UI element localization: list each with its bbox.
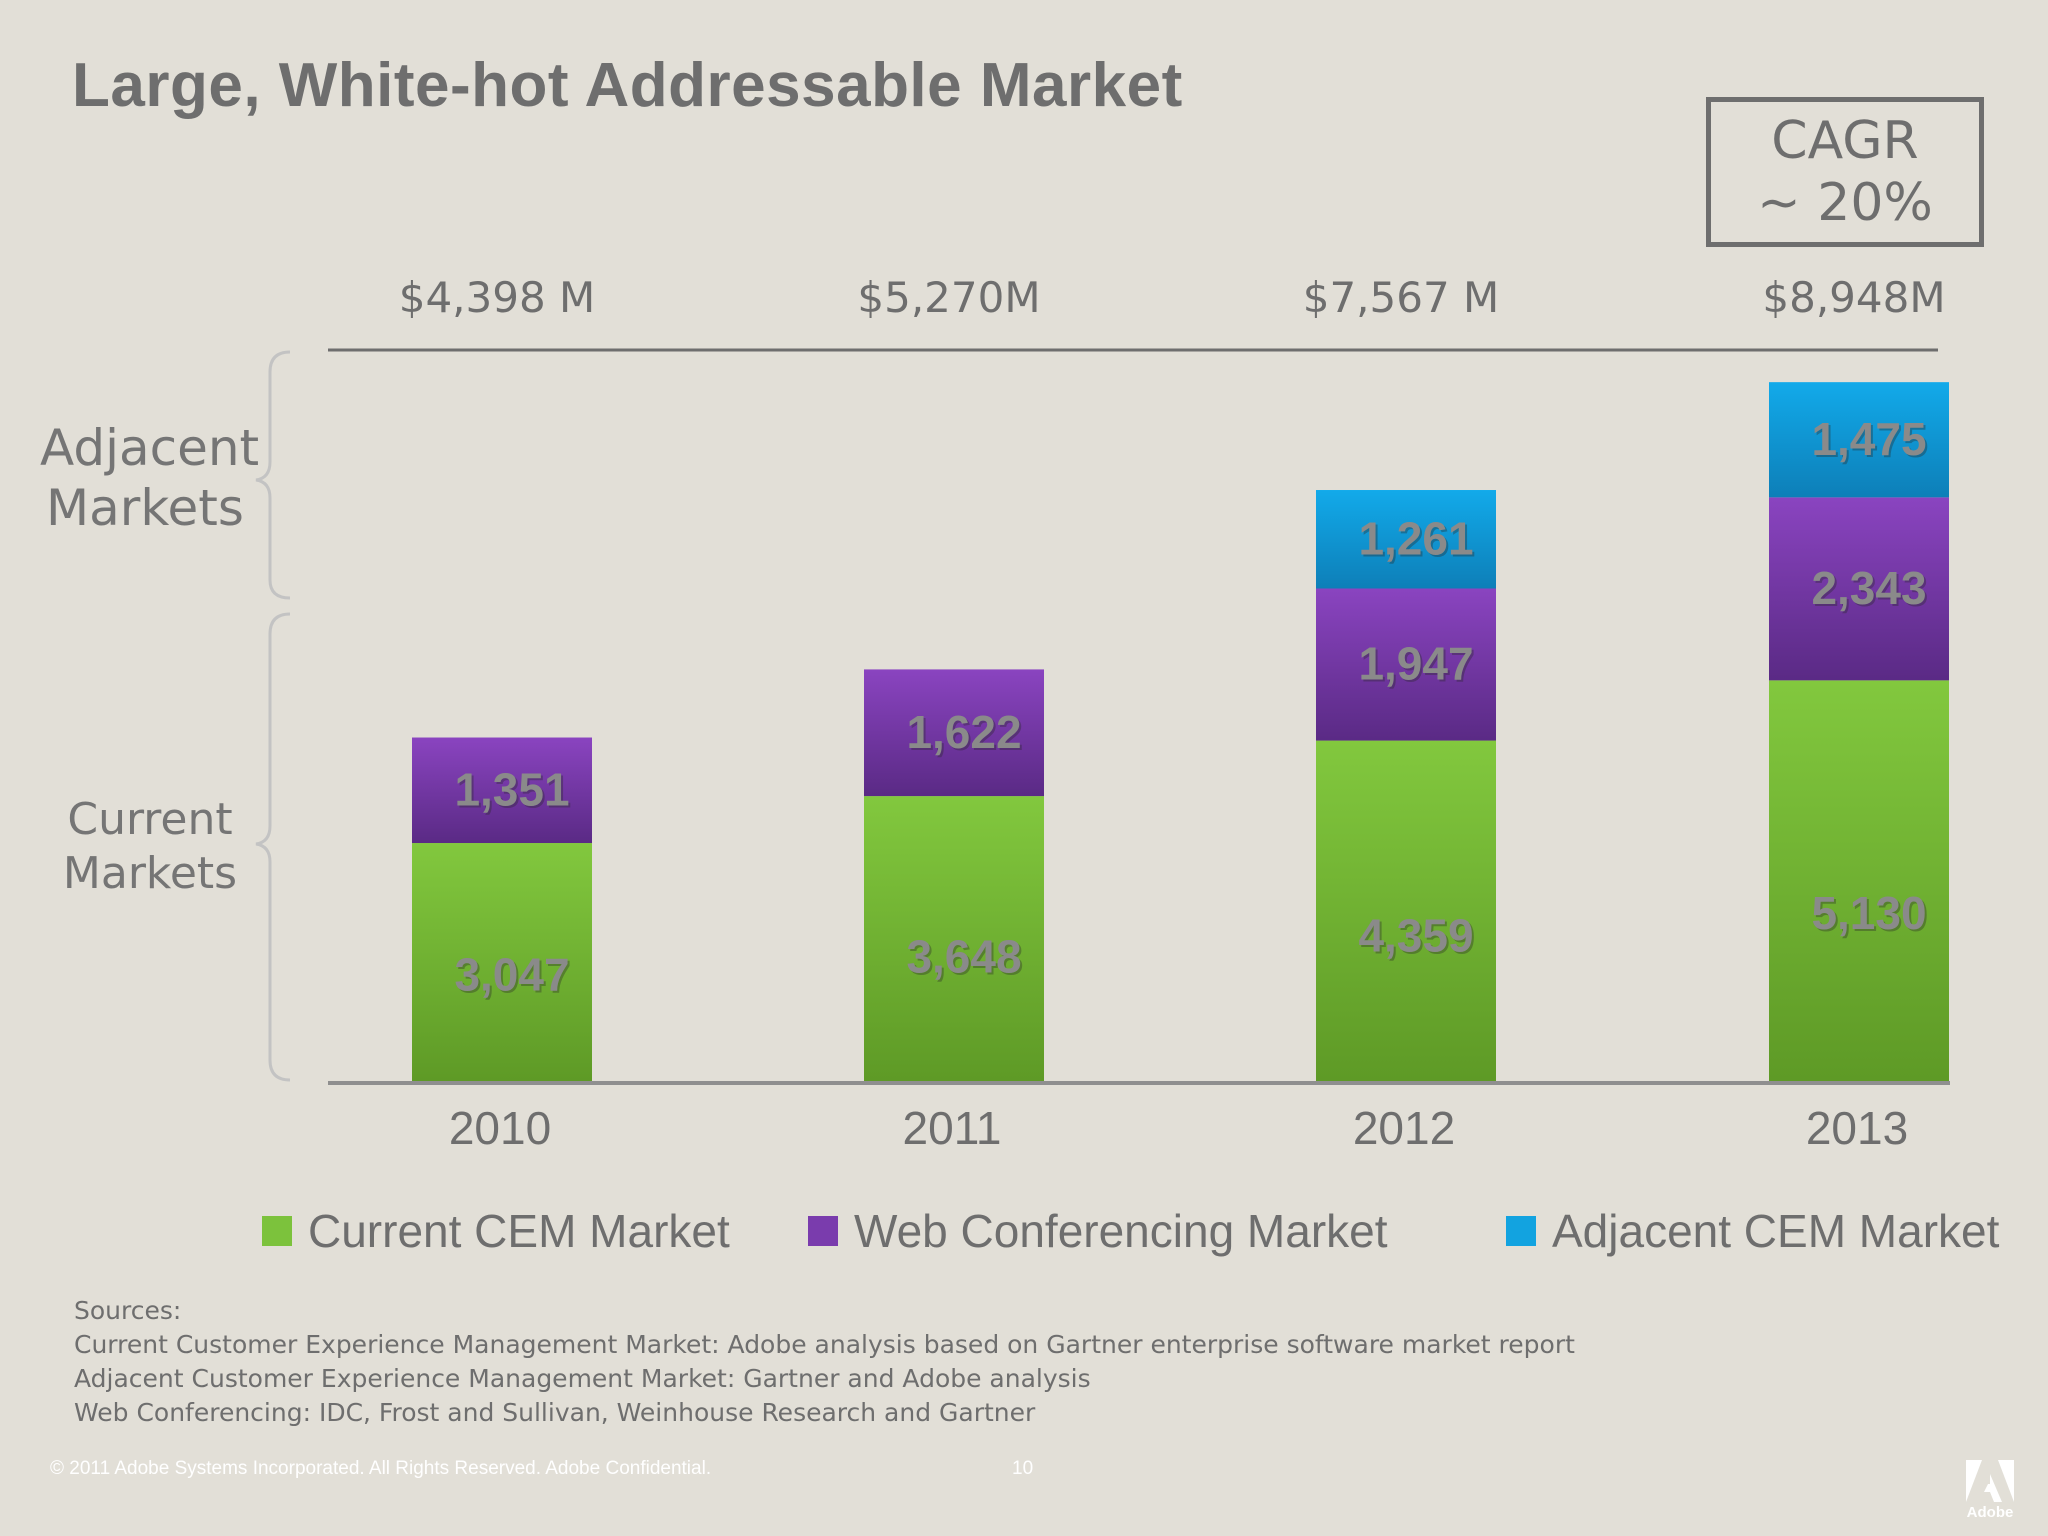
source-line: Web Conferencing: IDC, Frost and Sulliva… bbox=[74, 1398, 1036, 1427]
bar-segment-web-conferencing-2012 bbox=[1316, 588, 1496, 741]
legend-item-current-cem: Current CEM Market bbox=[262, 1204, 730, 1258]
legend-label-adjacent-cem: Adjacent CEM Market bbox=[1552, 1205, 2000, 1257]
bar-value-label: 2,343 bbox=[1811, 562, 1926, 614]
adjacent-markets-label: Adjacent Markets bbox=[40, 418, 260, 538]
legend-item-web-conferencing: Web Conferencing Market bbox=[808, 1204, 1388, 1258]
bar-value-label-shadow: 1,622 bbox=[908, 708, 1023, 760]
sources-heading: Sources: bbox=[74, 1296, 182, 1325]
bar-value-label: 1,261 bbox=[1358, 512, 1473, 564]
bar-value-label-shadow: 3,648 bbox=[908, 933, 1023, 985]
total-value-label: $5,270M bbox=[857, 273, 1040, 322]
source-line: Adjacent Customer Experience Management … bbox=[74, 1364, 1091, 1393]
total-value-label: $7,567 M bbox=[1303, 273, 1500, 322]
bar-segment-web-conferencing-2013 bbox=[1769, 497, 1949, 681]
adobe-logo-text: Adobe bbox=[1966, 1504, 2014, 1521]
sources-block: Sources: Current Customer Experience Man… bbox=[74, 1294, 1575, 1430]
bar-segment-current-cem-2013 bbox=[1769, 680, 1949, 1081]
current-markets-label-line: Current bbox=[67, 794, 233, 845]
cagr-value: ~ 20% bbox=[1757, 173, 1933, 233]
bar-value-label-shadow: 4,359 bbox=[1360, 912, 1475, 964]
legend-label-web-conferencing: Web Conferencing Market bbox=[854, 1205, 1388, 1257]
legend-swatch-adjacent-cem bbox=[1506, 1216, 1536, 1246]
bar-value-label: 1,947 bbox=[1358, 638, 1473, 690]
bar-value-label: 1,622 bbox=[906, 706, 1021, 758]
x-tick-label: 2011 bbox=[903, 1102, 1002, 1154]
bar-value-label-shadow: 1,261 bbox=[1360, 514, 1475, 566]
bar-segment-web-conferencing-2010 bbox=[412, 737, 592, 844]
x-tick-label: 2013 bbox=[1806, 1102, 1908, 1154]
source-line: Current Customer Experience Management M… bbox=[74, 1330, 1575, 1359]
x-tick-label: 2010 bbox=[449, 1102, 551, 1154]
legend-label-current-cem: Current CEM Market bbox=[308, 1205, 730, 1257]
bar-value-label: 4,359 bbox=[1358, 910, 1473, 962]
bar-segment-current-cem-2012 bbox=[1316, 740, 1496, 1081]
bar-value-label-shadow: 1,475 bbox=[1813, 415, 1928, 467]
legend-swatch-current-cem bbox=[262, 1216, 292, 1246]
total-value-label: $4,398 M bbox=[399, 273, 596, 322]
bar-value-label: 1,475 bbox=[1811, 413, 1926, 465]
total-value-label: $8,948M bbox=[1762, 273, 1945, 322]
bar-value-label: 3,047 bbox=[454, 949, 569, 1001]
adjacent-markets-label-line: Adjacent bbox=[40, 419, 260, 477]
copyright-footer: © 2011 Adobe Systems Incorporated. All R… bbox=[50, 1458, 712, 1479]
current-markets-label-line: Markets bbox=[62, 848, 238, 899]
bar-value-label-shadow: 1,947 bbox=[1360, 640, 1475, 692]
legend-item-adjacent-cem: Adjacent CEM Market bbox=[1506, 1204, 1999, 1258]
bar-segment-web-conferencing-2011 bbox=[864, 669, 1044, 797]
legend-swatch-web-conferencing bbox=[808, 1216, 838, 1246]
page-number: 10 bbox=[1012, 1458, 1034, 1479]
bar-value-label: 5,130 bbox=[1811, 887, 1926, 939]
bar-segment-adjacent-cem-2013 bbox=[1769, 382, 1949, 498]
cagr-label: CAGR bbox=[1771, 111, 1919, 171]
bar-value-label-shadow: 5,130 bbox=[1813, 889, 1928, 941]
bar-value-label: 3,648 bbox=[906, 931, 1021, 983]
bar-value-label-shadow: 2,343 bbox=[1813, 564, 1928, 616]
cagr-box: CAGR ~ 20% bbox=[1706, 97, 1984, 247]
current-markets-label: Current Markets bbox=[50, 793, 250, 901]
adobe-logo-icon bbox=[1966, 1460, 2014, 1502]
bar-value-label: 1,351 bbox=[454, 763, 569, 815]
bar-segment-adjacent-cem-2012 bbox=[1316, 490, 1496, 589]
x-tick-label: 2012 bbox=[1353, 1102, 1455, 1154]
bar-segment-current-cem-2011 bbox=[864, 796, 1044, 1081]
bar-segment-current-cem-2010 bbox=[412, 843, 592, 1081]
bar-value-label-shadow: 1,351 bbox=[456, 765, 571, 817]
adjacent-markets-label-line: Markets bbox=[46, 479, 244, 537]
chart-legend: Current CEM Market Web Conferencing Mark… bbox=[0, 1204, 2048, 1264]
bar-value-label-shadow: 3,047 bbox=[456, 951, 571, 1003]
current-brace bbox=[255, 612, 291, 1082]
slide-title: Large, White-hot Addressable Market bbox=[72, 51, 1183, 120]
adjacent-brace bbox=[255, 350, 291, 600]
